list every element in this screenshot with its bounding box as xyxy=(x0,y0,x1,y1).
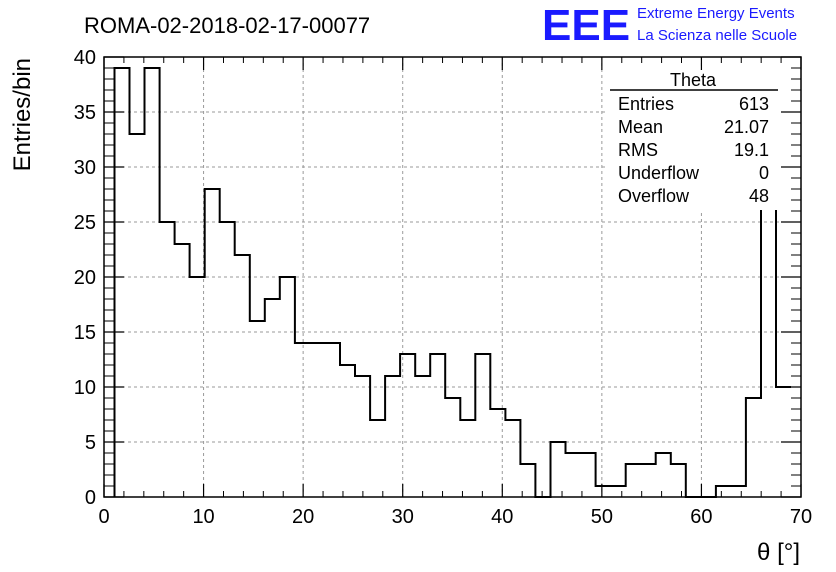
stats-row-label: Mean xyxy=(618,117,663,137)
stats-rows: Entries 613 Mean 21.07 RMS 19.1 Underflow 0 Over… xyxy=(618,94,769,206)
x-tick-label: 70 xyxy=(790,506,812,528)
histogram-line xyxy=(113,67,791,498)
stats-box-title: Theta xyxy=(670,70,717,90)
stats-row-label: Overflow xyxy=(618,186,690,206)
y-tick-label: 15 xyxy=(74,322,96,344)
stats-row-label: Underflow xyxy=(618,163,700,183)
x-axis-label: θ [°] xyxy=(757,539,800,566)
stats-row-value: 0 xyxy=(759,163,769,183)
stats-row-value: 48 xyxy=(749,186,769,206)
y-tick-label: 35 xyxy=(74,102,96,124)
y-tick-label: 20 xyxy=(74,267,96,289)
x-tick-label: 0 xyxy=(98,506,109,528)
y-tick-label: 30 xyxy=(74,157,96,179)
x-tick-label: 60 xyxy=(690,506,712,528)
stats-row-label: RMS xyxy=(618,140,658,160)
brand-line-2: La Scienza nelle Scuole xyxy=(637,27,797,44)
stats-row-value: 21.07 xyxy=(724,117,769,137)
y-tick-label: 40 xyxy=(74,47,96,69)
grid-lines xyxy=(104,57,801,497)
x-tick-label: 30 xyxy=(392,506,414,528)
y-tick-label: 10 xyxy=(74,377,96,399)
stats-row-value: 19.1 xyxy=(734,140,769,160)
y-tick-label: 5 xyxy=(85,432,96,454)
stats-row-label: Entries xyxy=(618,94,674,114)
x-tick-label: 20 xyxy=(292,506,314,528)
eee-logo-mark: EEE xyxy=(542,1,630,50)
x-tick-label: 50 xyxy=(591,506,613,528)
stats-box-background xyxy=(608,70,780,210)
y-tick-labels: 0 5 10 15 20 25 30 35 40 xyxy=(74,47,96,509)
chart-title: ROMA-02-2018-02-17-00077 xyxy=(84,13,370,38)
x-tick-label: 10 xyxy=(192,506,214,528)
eee-logo: EEE Extreme Energy Events La Scienza nel… xyxy=(542,1,797,50)
y-axis-label: Entries/bin xyxy=(9,58,36,171)
y-tick-label: 25 xyxy=(74,212,96,234)
x-tick-label: 40 xyxy=(491,506,513,528)
brand-line-1: Extreme Energy Events xyxy=(637,5,795,22)
stats-box: Theta Entries 613 Mean 21.07 RMS 19.1 Underflo… xyxy=(608,70,780,210)
stats-row-value: 613 xyxy=(739,94,769,114)
y-tick-label: 0 xyxy=(85,487,96,509)
x-tick-labels: 0 10 20 30 40 50 60 70 xyxy=(98,506,812,528)
axis-ticks xyxy=(103,56,802,498)
